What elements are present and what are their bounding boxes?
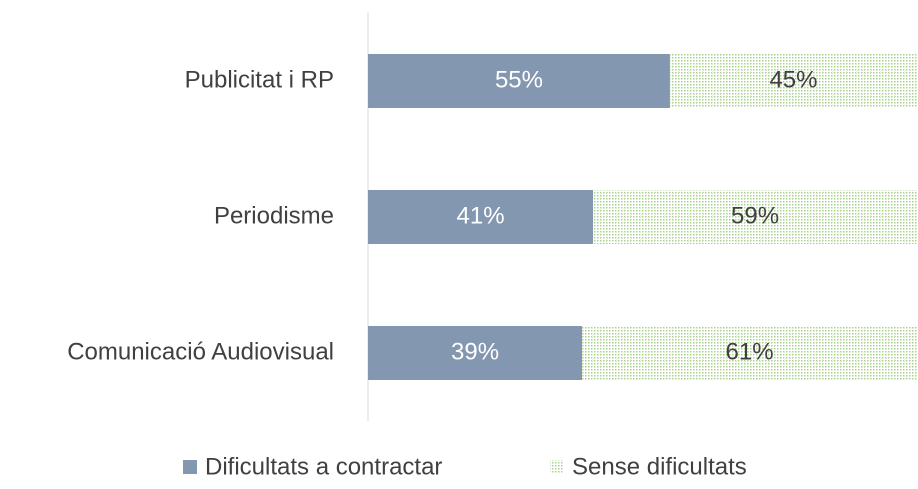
value-label: 39% [451,338,499,365]
value-label: 59% [731,202,779,229]
legend-label: Dificultats a contractar [205,453,442,480]
bar-segment [582,326,917,380]
legend-swatch [183,460,197,474]
bar-segment [368,326,583,380]
bar-segment [368,190,594,244]
value-label: 61% [726,338,774,365]
category-label: Publicitat i RP [185,66,334,93]
category-label: Periodisme [214,202,334,229]
value-label: 45% [769,66,817,93]
bar-segment [368,54,670,108]
bar-segment [669,54,917,108]
value-label: 41% [457,202,505,229]
legend-swatch [550,460,564,474]
bar-segment [593,190,917,244]
legend-label: Sense dificultats [572,453,747,480]
value-label: 55% [495,66,543,93]
category-label: Comunicació Audiovisual [67,338,334,365]
